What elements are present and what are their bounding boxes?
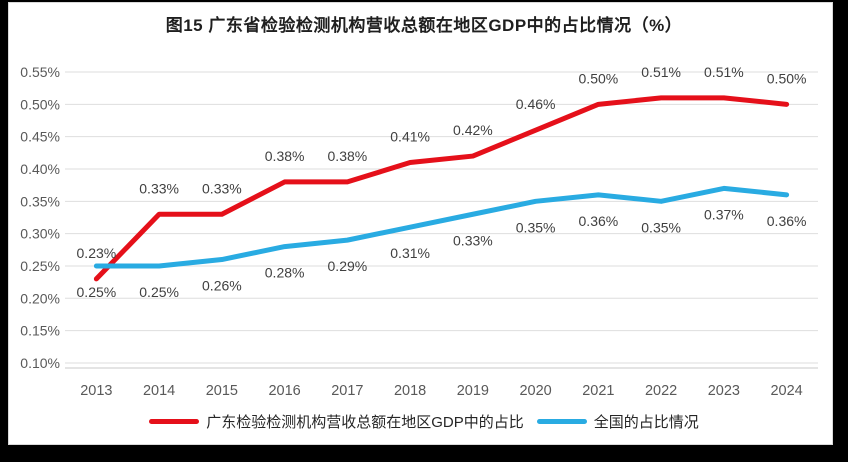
data-label: 0.51% bbox=[641, 64, 681, 80]
data-label: 0.51% bbox=[704, 64, 744, 80]
data-label: 0.42% bbox=[453, 122, 493, 138]
y-axis-tick-label: 0.25% bbox=[20, 258, 60, 274]
data-label: 0.25% bbox=[77, 284, 117, 300]
x-axis-tick-label: 2020 bbox=[519, 383, 551, 399]
x-axis-tick-label: 2023 bbox=[708, 383, 740, 399]
chart-legend: 广东检验检测机构营收总额在地区GDP中的占比 全国的占比情况 bbox=[0, 411, 848, 432]
x-axis-tick-label: 2013 bbox=[80, 383, 112, 399]
legend-item-guangdong: 广东检验检测机构营收总额在地区GDP中的占比 bbox=[149, 411, 524, 432]
data-label: 0.31% bbox=[390, 245, 430, 261]
x-axis-tick-label: 2022 bbox=[645, 383, 677, 399]
data-label: 0.36% bbox=[579, 213, 619, 229]
data-label: 0.37% bbox=[704, 206, 744, 222]
data-label: 0.50% bbox=[767, 70, 807, 86]
data-label: 0.46% bbox=[516, 96, 556, 112]
data-label: 0.36% bbox=[767, 213, 807, 229]
data-label: 0.33% bbox=[453, 232, 493, 248]
y-axis-tick-label: 0.35% bbox=[20, 193, 60, 209]
x-axis-tick-label: 2019 bbox=[457, 383, 489, 399]
y-axis-tick-label: 0.40% bbox=[20, 161, 60, 177]
y-axis-tick-label: 0.45% bbox=[20, 129, 60, 145]
data-label: 0.38% bbox=[265, 148, 305, 164]
data-label: 0.26% bbox=[202, 278, 242, 294]
series-line-guangdong bbox=[93, 95, 790, 282]
y-axis-tick-label: 0.15% bbox=[20, 323, 60, 339]
chart-title: 图15 广东省检验检测机构营收总额在地区GDP中的占比情况（%） bbox=[165, 16, 683, 35]
series-line-national bbox=[93, 185, 790, 269]
data-label: 0.50% bbox=[579, 70, 619, 86]
x-axis-tick-label: 2017 bbox=[331, 383, 363, 399]
legend-swatch-national-blue-line bbox=[536, 419, 587, 424]
data-label: 0.33% bbox=[202, 180, 242, 196]
y-axis-tick-label: 0.55% bbox=[20, 64, 60, 80]
y-axis-tick-label: 0.20% bbox=[20, 290, 60, 306]
data-label: 0.38% bbox=[328, 148, 368, 164]
data-label: 0.25% bbox=[139, 284, 179, 300]
y-axis-tick-label: 0.30% bbox=[20, 226, 60, 242]
data-label: 0.23% bbox=[77, 245, 117, 261]
data-label: 0.29% bbox=[328, 258, 368, 274]
data-label: 0.33% bbox=[139, 180, 179, 196]
legend-label-national: 全国的占比情况 bbox=[593, 414, 699, 431]
legend-label-guangdong: 广东检验检测机构营收总额在地区GDP中的占比 bbox=[206, 414, 524, 431]
legend-item-national: 全国的占比情况 bbox=[536, 411, 699, 432]
data-label: 0.28% bbox=[265, 265, 305, 281]
x-axis-tick-label: 2024 bbox=[770, 383, 802, 399]
x-axis-tick-label: 2021 bbox=[582, 383, 614, 399]
x-axis-tick-label: 2018 bbox=[394, 383, 426, 399]
data-label: 0.35% bbox=[516, 219, 556, 235]
data-label: 0.35% bbox=[641, 219, 681, 235]
legend-swatch-guangdong-red-line bbox=[149, 419, 200, 424]
y-axis-tick-label: 0.10% bbox=[20, 355, 60, 371]
x-axis-tick-label: 2016 bbox=[268, 383, 300, 399]
y-axis-tick-label: 0.50% bbox=[20, 96, 60, 112]
x-axis-tick-label: 2015 bbox=[206, 383, 238, 399]
data-label: 0.41% bbox=[390, 129, 430, 145]
x-axis-tick-label: 2014 bbox=[143, 383, 175, 399]
